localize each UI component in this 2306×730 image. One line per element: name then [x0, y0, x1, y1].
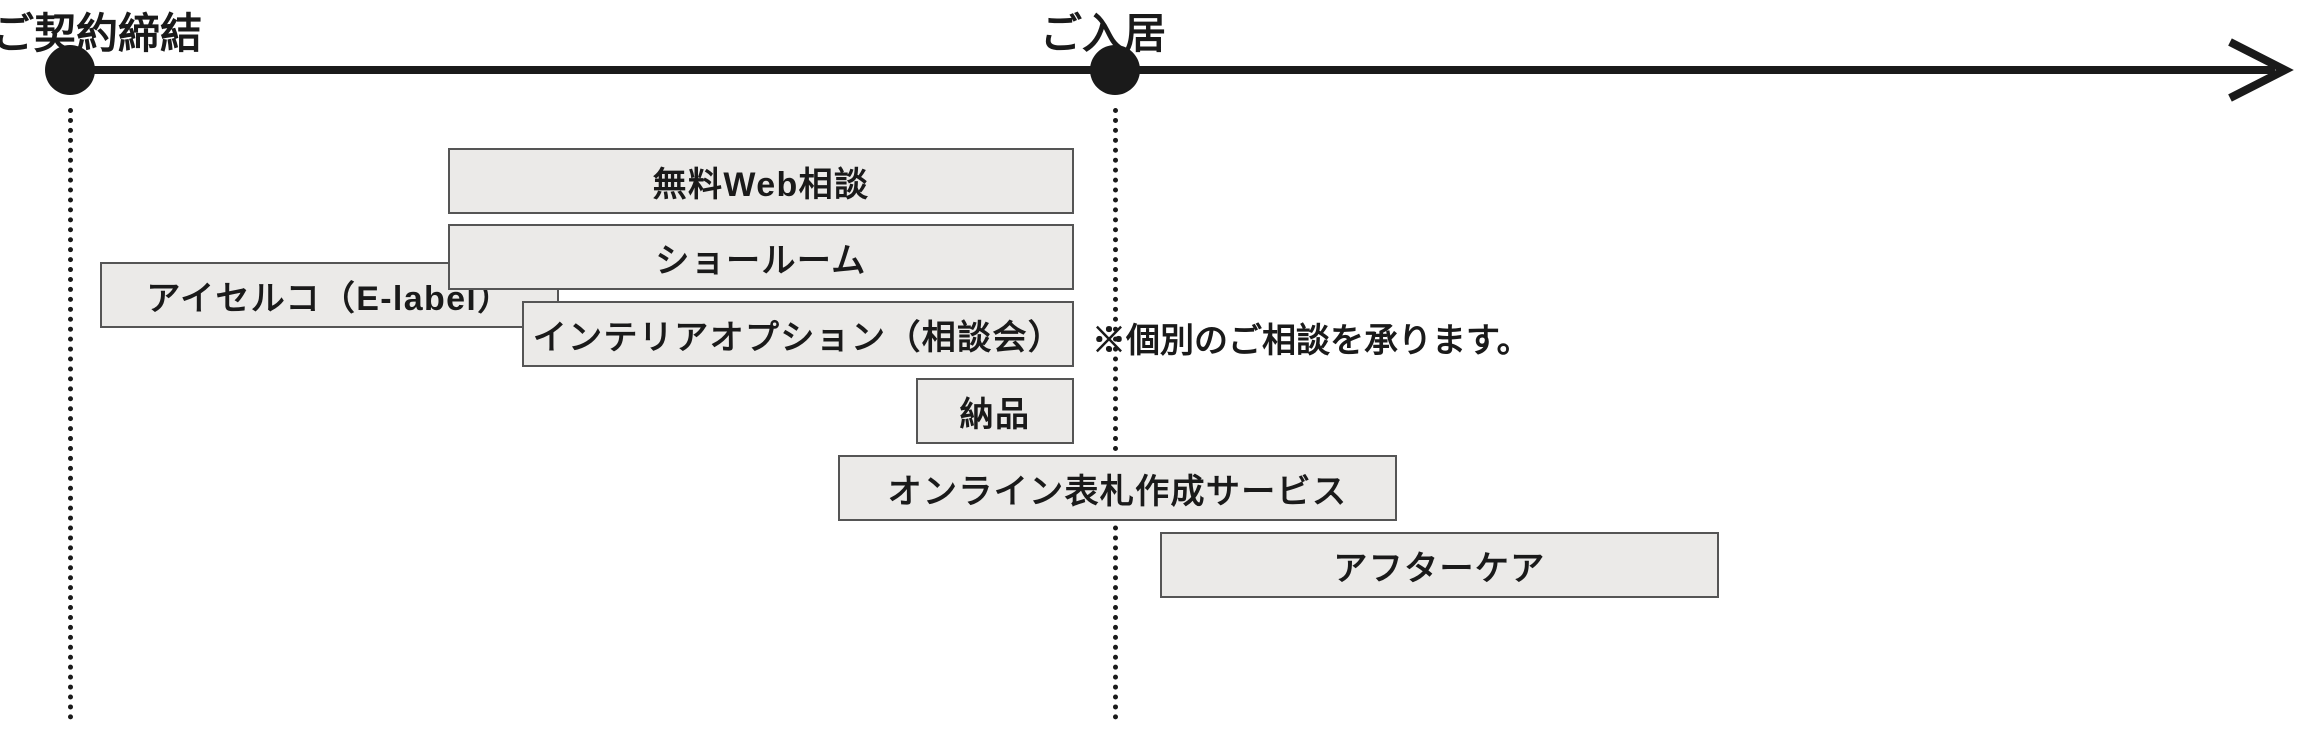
- box-nameplate-service: オンライン表札作成サービス: [838, 455, 1397, 521]
- timeline-arrow-icon: [2225, 37, 2295, 103]
- box-delivery: 納品: [916, 378, 1074, 444]
- box-aftercare: アフターケア: [1160, 532, 1719, 598]
- milestone-label-contract: ご契約締結: [0, 0, 202, 61]
- milestone-dot-movein: [1090, 45, 1140, 95]
- box-interior-option: インテリアオプション（相談会）: [522, 301, 1074, 367]
- box-web-consult: 無料Web相談: [448, 148, 1074, 214]
- note-individual-consult: ※個別のご相談を承ります。: [1092, 313, 1531, 362]
- guide-line-contract: [68, 108, 73, 720]
- milestone-dot-contract: [45, 45, 95, 95]
- box-showroom: ショールーム: [448, 224, 1074, 290]
- timeline-axis: [52, 66, 2275, 74]
- guide-line-movein: [1113, 108, 1118, 720]
